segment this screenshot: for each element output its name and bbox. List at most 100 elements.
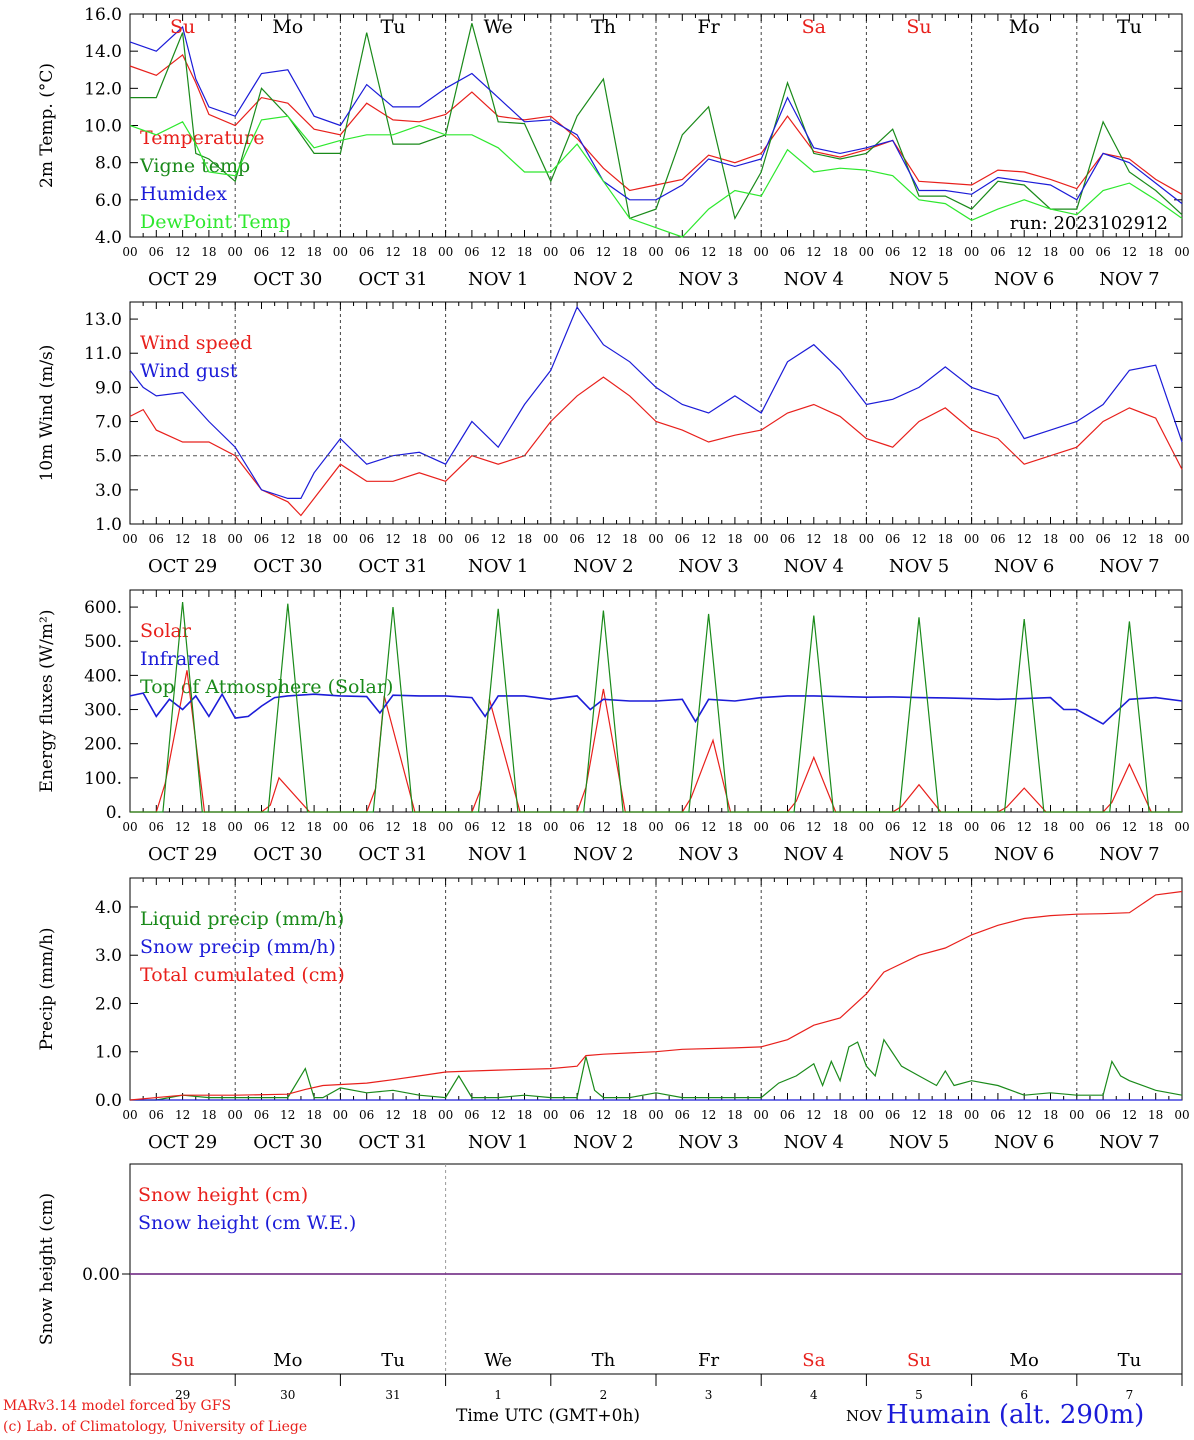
y-tick-label: 600. — [84, 598, 122, 618]
x-tick-label: 00 — [1069, 245, 1084, 259]
x-tick-label: 06 — [990, 820, 1005, 834]
x-tick-label: 12 — [701, 245, 716, 259]
x-tick-label: 18 — [201, 245, 216, 259]
x-tick-label: 00 — [543, 532, 558, 546]
y-tick-label: 100. — [84, 769, 122, 789]
x-tick-label: 18 — [306, 1108, 321, 1122]
x-tick-label: 18 — [832, 245, 847, 259]
bottom-day-number: 2 — [600, 1388, 608, 1402]
x-tick-label: 06 — [990, 532, 1005, 546]
x-tick-label: 18 — [306, 532, 321, 546]
x-tick-label: 12 — [280, 820, 295, 834]
x-tick-label: 06 — [149, 532, 164, 546]
y-tick-label: 6.0 — [95, 191, 122, 211]
bottom-day-label: Mo — [1010, 1350, 1039, 1371]
date-label: OCT 29 — [148, 844, 217, 865]
x-tick-label: 06 — [990, 245, 1005, 259]
y-tick-label: 200. — [84, 735, 122, 755]
x-tick-label: 18 — [412, 1108, 427, 1122]
bottom-day-label: Su — [171, 1350, 195, 1371]
x-tick-label: 06 — [254, 245, 269, 259]
bottom-day-number: 6 — [1020, 1388, 1028, 1402]
x-tick-label: 06 — [780, 1108, 795, 1122]
x-tick-label: 18 — [1148, 532, 1163, 546]
y-tick-label: 1.0 — [95, 515, 122, 535]
x-tick-label: 18 — [1043, 245, 1058, 259]
y-tick-label: 14.0 — [84, 42, 122, 62]
x-tick-label: 12 — [701, 1108, 716, 1122]
x-tick-label: 12 — [911, 245, 926, 259]
x-tick-label: 00 — [438, 820, 453, 834]
legend-humidex: Humidex — [140, 183, 227, 205]
date-label: NOV 3 — [678, 1132, 738, 1153]
x-tick-label: 18 — [727, 1108, 742, 1122]
x-tick-label: 12 — [1122, 1108, 1137, 1122]
x-tick-label: 18 — [306, 820, 321, 834]
series-line-wind-speed — [129, 376, 1183, 517]
date-label: NOV 4 — [784, 1132, 844, 1153]
day-label: Su — [170, 16, 195, 38]
x-tick-label: 00 — [648, 1108, 663, 1122]
x-tick-label: 00 — [754, 820, 769, 834]
date-label: NOV 1 — [468, 269, 528, 290]
date-label: OCT 30 — [253, 844, 322, 865]
x-tick-label: 12 — [806, 532, 821, 546]
date-label: NOV 7 — [1099, 1132, 1159, 1153]
legend-top-of-atmosphere-solar-: Top of Atmosphere (Solar) — [140, 676, 393, 698]
date-label: NOV 1 — [468, 844, 528, 865]
series-line-dewpoint-temp — [129, 115, 1183, 238]
series-line-liquid-precip-mm-h- — [130, 1038, 1183, 1101]
day-label: Mo — [272, 16, 303, 38]
x-tick-label: 06 — [254, 820, 269, 834]
y-tick-label: 0.00 — [82, 1265, 120, 1285]
y-tick-label: 8.0 — [95, 154, 122, 174]
date-label: OCT 31 — [358, 1132, 427, 1153]
y-axis-label: Energy fluxes (W/m²) — [37, 610, 57, 793]
x-tick-label: 18 — [201, 532, 216, 546]
bottom-day-number: 3 — [705, 1388, 713, 1402]
x-tick-label: 06 — [1095, 820, 1110, 834]
date-label: OCT 30 — [253, 556, 322, 577]
date-label: NOV 2 — [573, 556, 633, 577]
date-label: NOV 4 — [784, 556, 844, 577]
series-line-temperature — [129, 53, 1183, 195]
x-tick-label: 12 — [701, 532, 716, 546]
day-label: Th — [591, 16, 616, 38]
x-tick-label: 12 — [280, 1108, 295, 1122]
location-title: Humain (alt. 290m) — [886, 1400, 1145, 1430]
x-tick-label: 18 — [832, 1108, 847, 1122]
x-tick-label: 00 — [859, 1108, 874, 1122]
bottom-day-label: Fr — [698, 1350, 719, 1371]
bottom-day-label: Tu — [1118, 1350, 1142, 1371]
x-tick-label: 00 — [964, 1108, 979, 1122]
date-label: NOV 3 — [678, 556, 738, 577]
date-label: NOV 4 — [784, 844, 844, 865]
bottom-day-number: 29 — [175, 1388, 190, 1402]
date-label: NOV 2 — [573, 1132, 633, 1153]
lab-credit: (c) Lab. of Climatology, University of L… — [3, 1419, 308, 1435]
x-tick-label: 06 — [990, 1108, 1005, 1122]
x-tick-label: 18 — [1043, 1108, 1058, 1122]
x-tick-label: 12 — [911, 532, 926, 546]
x-tick-label: 00 — [333, 245, 348, 259]
x-tick-label: 00 — [228, 820, 243, 834]
date-label: OCT 31 — [358, 844, 427, 865]
x-tick-label: 00 — [333, 820, 348, 834]
x-tick-label: 12 — [280, 532, 295, 546]
x-tick-label: 12 — [806, 1108, 821, 1122]
x-tick-label: 12 — [596, 820, 611, 834]
x-tick-label: 18 — [517, 245, 532, 259]
legend-wind-speed: Wind speed — [140, 332, 252, 354]
x-tick-label: 06 — [885, 245, 900, 259]
date-label: NOV 4 — [784, 269, 844, 290]
legend-liquid-precip-mm-h-: Liquid precip (mm/h) — [140, 908, 344, 930]
date-label: NOV 5 — [889, 269, 949, 290]
y-tick-label: 9.0 — [95, 378, 122, 398]
legend-wind-gust: Wind gust — [140, 360, 238, 382]
bottom-day-label: Th — [592, 1350, 616, 1371]
bottom-day-number: 31 — [385, 1388, 400, 1402]
x-tick-label: 12 — [701, 820, 716, 834]
bottom-day-number: 1 — [494, 1388, 502, 1402]
x-tick-label: 18 — [517, 1108, 532, 1122]
x-tick-label: 18 — [727, 245, 742, 259]
